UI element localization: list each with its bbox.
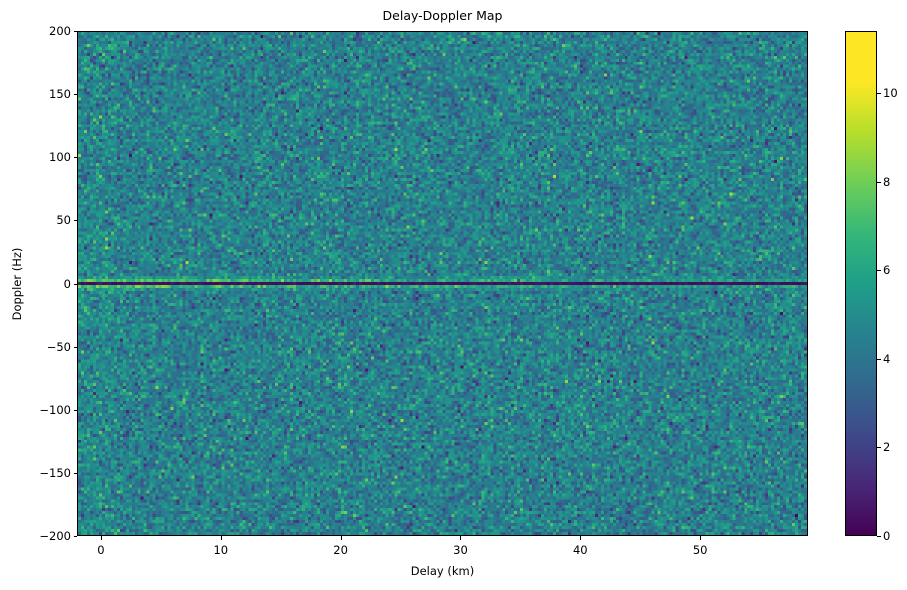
y-tick-mark bbox=[73, 472, 77, 474]
page-title: Delay-Doppler Map bbox=[382, 8, 503, 23]
y-tick-label: 150 bbox=[49, 87, 71, 102]
colorbar[interactable] bbox=[845, 31, 877, 536]
x-axis-label: Delay (km) bbox=[410, 564, 475, 578]
y-tick-label: 0 bbox=[63, 276, 71, 291]
colorbar-tick-mark bbox=[877, 447, 881, 449]
colorbar-gradient bbox=[846, 32, 876, 535]
colorbar-tick-label: 10 bbox=[883, 86, 898, 101]
x-tick-mark bbox=[220, 536, 222, 540]
colorbar-tick-label: 6 bbox=[883, 263, 891, 278]
x-tick-mark bbox=[100, 536, 102, 540]
colorbar-tick-mark bbox=[877, 270, 881, 272]
x-tick-mark bbox=[580, 536, 582, 540]
y-tick-label: 100 bbox=[49, 150, 71, 165]
y-tick-label: −200 bbox=[39, 529, 71, 543]
colorbar-tick-label: 8 bbox=[883, 174, 891, 189]
x-tick-mark bbox=[700, 536, 702, 540]
x-tick-mark bbox=[460, 536, 462, 540]
y-tick-label: −100 bbox=[39, 402, 71, 417]
heatmap-image bbox=[78, 32, 807, 535]
x-tick-label: 50 bbox=[692, 543, 708, 557]
y-tick-mark bbox=[73, 157, 77, 159]
y-tick-label: −150 bbox=[39, 465, 71, 480]
y-tick-mark bbox=[73, 31, 77, 32]
y-tick-label: −50 bbox=[46, 339, 71, 354]
x-tick-mark bbox=[340, 536, 342, 540]
y-tick-mark bbox=[73, 220, 77, 222]
x-tick-label: 0 bbox=[97, 543, 105, 557]
y-tick-mark bbox=[73, 346, 77, 348]
y-axis-label: Doppler (Hz) bbox=[10, 247, 24, 320]
x-tick-label: 30 bbox=[453, 543, 468, 557]
colorbar-tick-mark bbox=[877, 181, 881, 183]
x-tick-label: 40 bbox=[572, 543, 588, 557]
y-tick-mark bbox=[73, 94, 77, 96]
colorbar-tick-mark bbox=[877, 358, 881, 360]
y-tick-label: 50 bbox=[56, 213, 71, 228]
y-tick-mark bbox=[73, 536, 77, 537]
colorbar-tick-label: 2 bbox=[883, 440, 891, 455]
x-tick-label: 20 bbox=[333, 543, 348, 557]
colorbar-tick-label: 4 bbox=[883, 351, 891, 366]
colorbar-tick-label: 0 bbox=[883, 529, 891, 543]
colorbar-tick-mark bbox=[877, 93, 881, 95]
delay-doppler-plot-area[interactable] bbox=[77, 31, 808, 536]
x-tick-label: 10 bbox=[213, 543, 229, 557]
y-tick-mark bbox=[73, 283, 77, 285]
colorbar-tick-mark bbox=[877, 536, 881, 537]
y-tick-label: 200 bbox=[49, 24, 71, 38]
y-tick-mark bbox=[73, 409, 77, 411]
